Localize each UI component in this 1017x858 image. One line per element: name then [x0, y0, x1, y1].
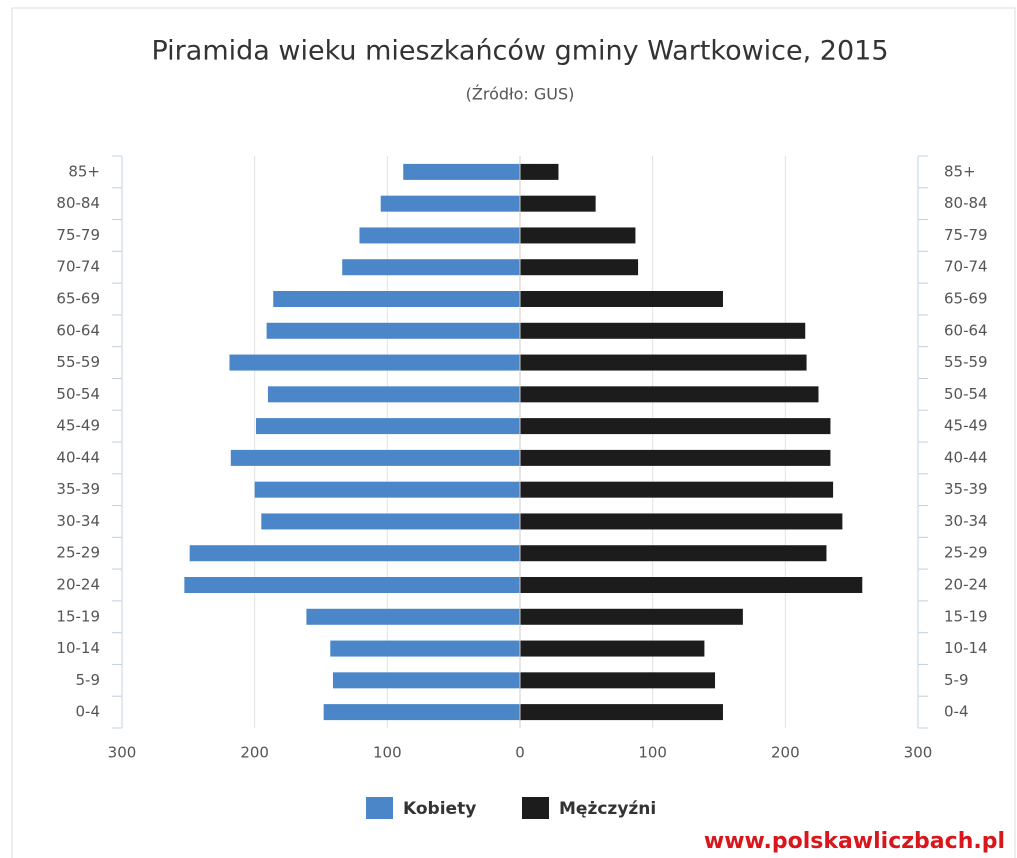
- y-tick-label-right: 20-24: [944, 576, 988, 594]
- y-tick-label-right: 55-59: [944, 353, 988, 371]
- bar: [520, 418, 831, 435]
- y-tick-label: 30-34: [56, 512, 100, 530]
- bar: [261, 513, 520, 530]
- bar: [380, 195, 520, 212]
- y-tick-label: 10-14: [56, 639, 100, 657]
- bar: [520, 640, 705, 657]
- x-tick-label: 100: [638, 744, 667, 762]
- y-tick-label: 35-39: [56, 480, 100, 498]
- y-tick-label: 45-49: [56, 417, 100, 435]
- y-tick-label: 55-59: [56, 353, 100, 371]
- watermark: www.polskawliczbach.pl: [704, 829, 1005, 854]
- y-tick-label: 70-74: [56, 258, 100, 276]
- legend-label: Mężczyźni: [559, 799, 656, 819]
- y-tick-label: 65-69: [56, 290, 100, 308]
- chart-subtitle: (Źródło: GUS): [466, 85, 575, 104]
- bar: [520, 608, 743, 625]
- y-tick-label: 75-79: [56, 226, 100, 244]
- bar: [520, 577, 863, 593]
- y-tick-label: 20-24: [56, 576, 100, 594]
- bar: [520, 704, 723, 721]
- bar: [520, 672, 716, 689]
- y-tick-label: 60-64: [56, 321, 100, 339]
- y-tick-label: 40-44: [56, 448, 100, 466]
- y-tick-label-right: 85+: [944, 162, 976, 180]
- x-tick-label: 0: [515, 744, 525, 762]
- y-tick-label: 25-29: [56, 544, 100, 562]
- bar: [273, 291, 520, 307]
- bar: [255, 418, 520, 435]
- bar: [230, 449, 520, 466]
- y-tick-label-right: 35-39: [944, 480, 988, 498]
- bar: [520, 259, 639, 276]
- bar: [403, 163, 520, 180]
- bar: [520, 291, 723, 307]
- y-tick-label-right: 60-64: [944, 321, 988, 339]
- bar: [184, 577, 520, 593]
- y-tick-label-right: 80-84: [944, 194, 988, 212]
- bar: [306, 608, 520, 625]
- y-tick-label-right: 45-49: [944, 417, 988, 435]
- x-tick-label: 100: [373, 744, 402, 762]
- bar: [342, 259, 520, 276]
- y-tick-label: 5-9: [76, 671, 101, 689]
- bar: [520, 322, 806, 339]
- bar: [520, 195, 596, 212]
- bar: [520, 449, 831, 466]
- legend-swatch: [522, 797, 549, 819]
- y-tick-label-right: 75-79: [944, 226, 988, 244]
- x-tick-label: 200: [240, 744, 269, 762]
- y-tick-label: 80-84: [56, 194, 100, 212]
- y-tick-label-right: 65-69: [944, 290, 988, 308]
- legend-swatch: [366, 797, 393, 819]
- y-tick-label-right: 25-29: [944, 544, 988, 562]
- x-tick-label: 300: [904, 744, 933, 762]
- y-tick-label-right: 0-4: [944, 703, 969, 721]
- bar: [323, 704, 520, 721]
- bar: [520, 227, 636, 244]
- y-tick-label-right: 40-44: [944, 448, 988, 466]
- bar: [520, 545, 827, 562]
- bar: [254, 481, 520, 498]
- y-tick-label: 15-19: [56, 607, 100, 625]
- y-tick-label-right: 30-34: [944, 512, 988, 530]
- bar: [330, 640, 520, 657]
- bar: [266, 322, 520, 339]
- bar: [520, 386, 819, 403]
- bar: [520, 163, 559, 180]
- x-tick-label: 300: [108, 744, 137, 762]
- y-tick-label: 0-4: [76, 703, 101, 721]
- y-tick-label: 50-54: [56, 385, 100, 403]
- y-tick-label-right: 15-19: [944, 607, 988, 625]
- legend-label: Kobiety: [403, 799, 476, 819]
- y-tick-label-right: 5-9: [944, 671, 969, 689]
- bar: [359, 227, 520, 244]
- bar: [189, 545, 520, 562]
- bar: [520, 481, 834, 498]
- bar: [229, 354, 520, 371]
- bar: [520, 354, 807, 371]
- x-tick-label: 200: [771, 744, 800, 762]
- y-tick-label-right: 70-74: [944, 258, 988, 276]
- bar: [267, 386, 520, 403]
- chart-title: Piramida wieku mieszkańców gminy Wartkow…: [151, 36, 888, 67]
- y-tick-label-right: 50-54: [944, 385, 988, 403]
- bar: [332, 672, 520, 689]
- bar: [520, 513, 843, 530]
- y-tick-label: 85+: [68, 162, 100, 180]
- y-tick-label-right: 10-14: [944, 639, 988, 657]
- frame: [11, 7, 1016, 858]
